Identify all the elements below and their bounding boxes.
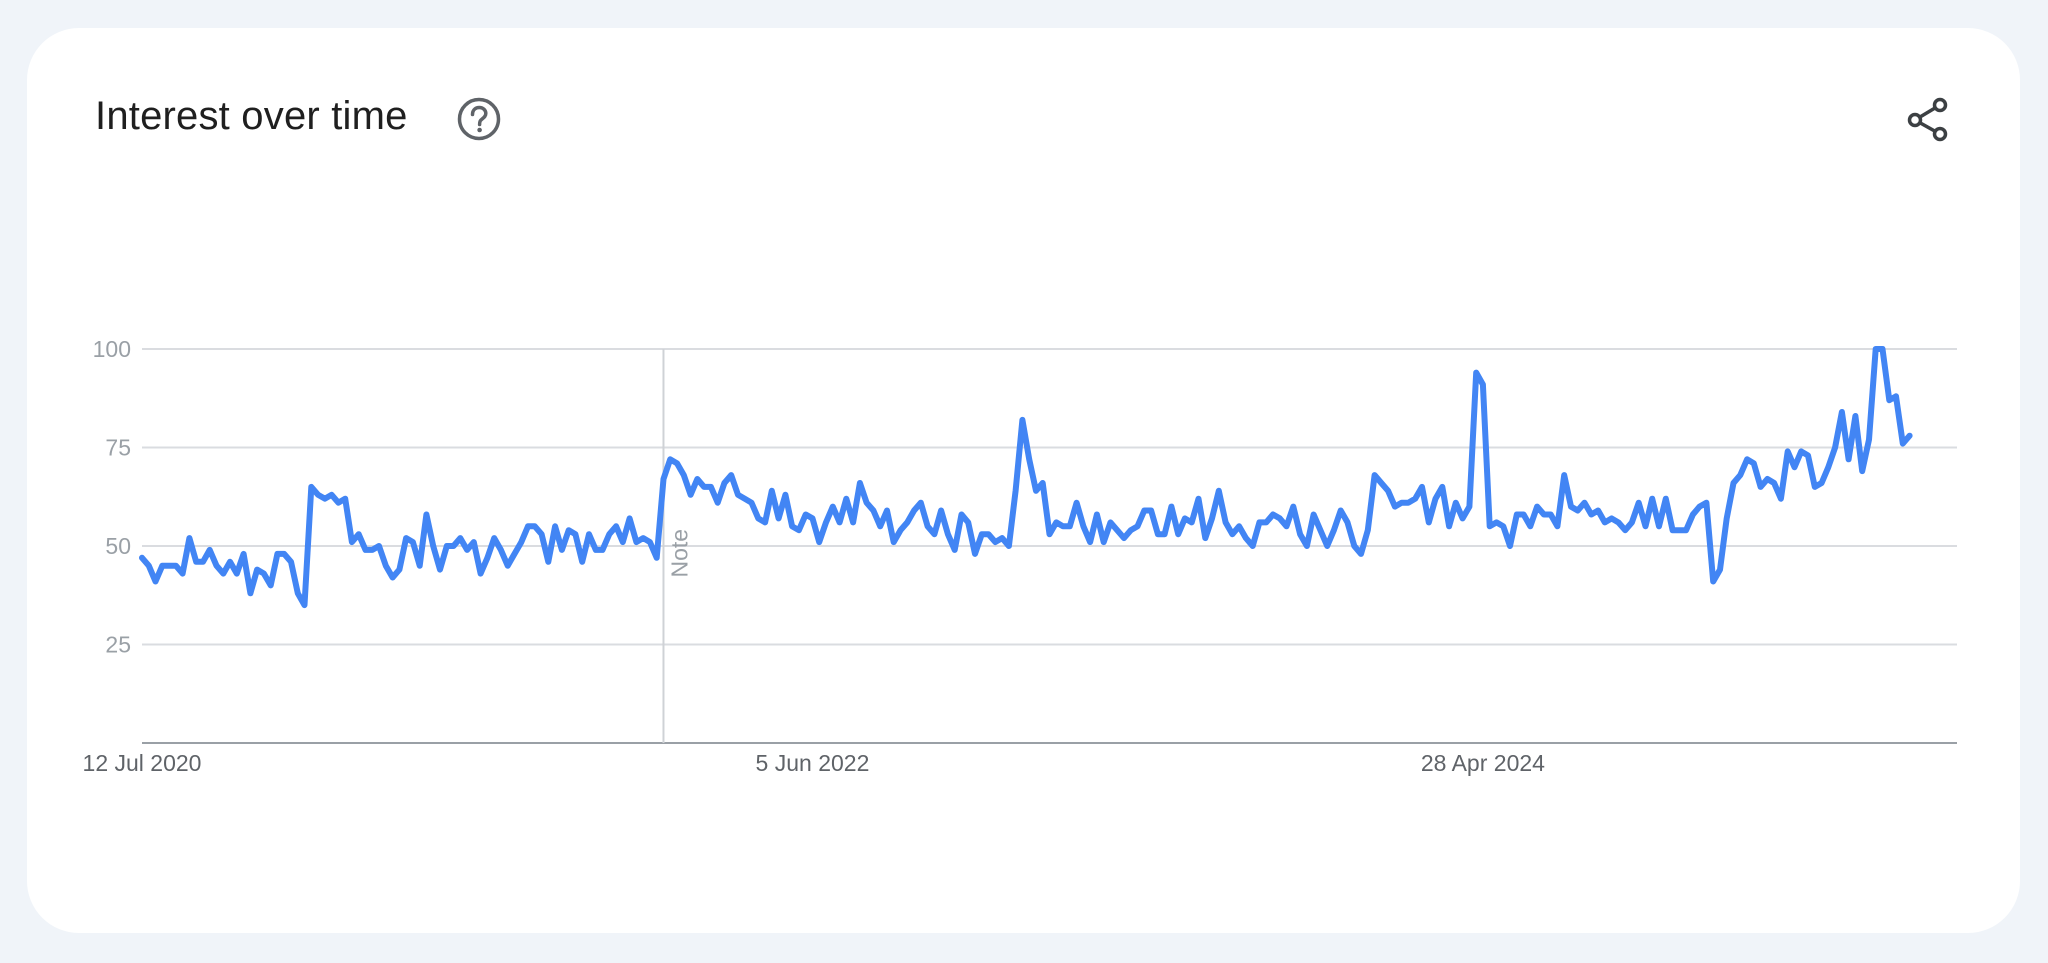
chart-card <box>27 28 2020 933</box>
x-tick-label: 5 Jun 2022 <box>756 750 870 776</box>
share-icon[interactable] <box>1904 96 1952 144</box>
x-tick-label: 12 Jul 2020 <box>83 750 202 776</box>
y-tick-label: 50 <box>105 533 131 559</box>
y-tick-label: 75 <box>105 435 131 461</box>
chart-title: Interest over time <box>95 94 408 138</box>
y-tick-label: 25 <box>105 632 131 658</box>
help-circle-icon[interactable] <box>456 96 502 142</box>
note-label: Note <box>666 529 692 578</box>
y-tick-label: 100 <box>93 336 131 362</box>
series-line <box>139 346 1913 609</box>
x-tick-label: 28 Apr 2024 <box>1421 750 1545 776</box>
